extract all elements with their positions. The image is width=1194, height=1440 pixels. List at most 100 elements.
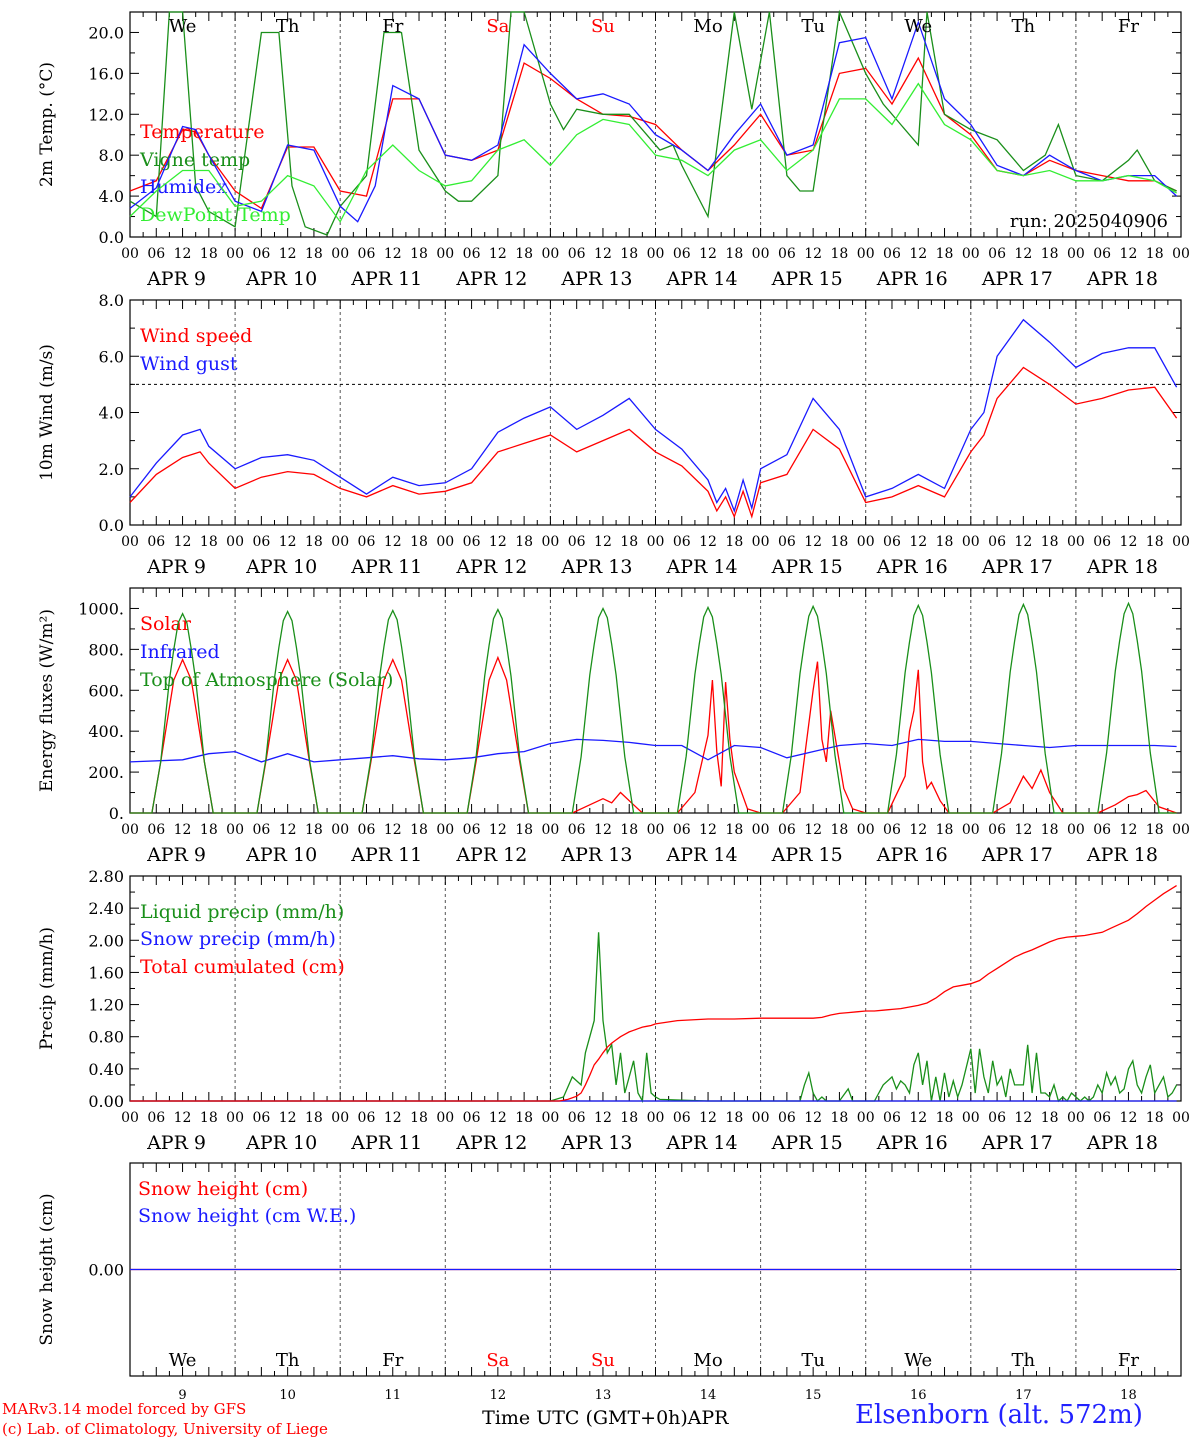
hour-tick-label: 06 — [568, 1110, 586, 1126]
weekday-label: We — [904, 1350, 932, 1371]
hour-tick-label: 06 — [778, 246, 796, 262]
hour-tick-label: 12 — [279, 534, 297, 550]
y-tick-label: 1000. — [78, 599, 124, 618]
hour-tick-label: 12 — [384, 246, 402, 262]
date-label: APR 9 — [146, 268, 206, 290]
day-number-label: 17 — [1015, 1388, 1032, 1403]
y-tick-label: 0.00 — [88, 1092, 124, 1111]
hour-tick-label: 12 — [1120, 246, 1138, 262]
day-number-label: 15 — [805, 1388, 822, 1403]
date-label: APR 10 — [245, 1132, 317, 1154]
hour-tick-label: 06 — [463, 1110, 481, 1126]
weekday-label: Th — [276, 16, 300, 37]
y-axis-title: 10m Wind (m/s) — [37, 344, 57, 481]
hour-tick-label: 18 — [936, 822, 954, 838]
y-axis-title: 2m Temp. (°C) — [37, 62, 57, 187]
y-tick-label: 600. — [88, 681, 124, 700]
y-axis-title: Snow height (cm) — [37, 1193, 57, 1345]
model-credit: MARv3.14 model forced by GFS — [2, 1400, 247, 1418]
hour-tick-label: 12 — [489, 822, 507, 838]
hour-tick-label: 18 — [305, 1110, 323, 1126]
date-label: APR 17 — [981, 268, 1053, 290]
day-number-label: 14 — [700, 1388, 717, 1403]
y-axis-title: Energy fluxes (W/m²) — [37, 609, 57, 792]
hour-tick-label: 06 — [252, 1110, 270, 1126]
date-label: APR 15 — [771, 1132, 843, 1154]
hour-tick-label: 00 — [436, 1110, 454, 1126]
hour-tick-label: 12 — [174, 822, 192, 838]
hour-tick-label: 00 — [226, 822, 244, 838]
hour-tick-label: 18 — [200, 822, 218, 838]
hour-tick-label: 18 — [725, 534, 743, 550]
hour-tick-label: 06 — [358, 1110, 376, 1126]
hour-tick-label: 18 — [305, 534, 323, 550]
date-label: APR 15 — [771, 844, 843, 866]
hour-tick-label: 18 — [1041, 246, 1059, 262]
date-label: APR 9 — [146, 1132, 206, 1154]
date-label: APR 13 — [560, 844, 632, 866]
y-tick-label: 20.0 — [88, 23, 124, 42]
weekday-label: Sa — [486, 1350, 509, 1371]
hour-tick-label: 00 — [857, 534, 875, 550]
hour-tick-label: 12 — [909, 246, 927, 262]
hour-tick-label: 12 — [594, 534, 612, 550]
y-tick-label: 0.80 — [88, 1028, 124, 1047]
hour-tick-label: 18 — [1146, 246, 1164, 262]
hour-tick-label: 00 — [752, 822, 770, 838]
hour-tick-label: 18 — [515, 822, 533, 838]
y-tick-label: 0.40 — [88, 1060, 124, 1079]
weekday-label: We — [169, 16, 197, 37]
hour-tick-label: 06 — [988, 534, 1006, 550]
hour-tick-label: 12 — [909, 1110, 927, 1126]
hour-tick-label: 18 — [200, 1110, 218, 1126]
date-label: APR 11 — [350, 556, 422, 578]
hour-tick-label: 06 — [988, 822, 1006, 838]
hour-tick-label: 00 — [752, 246, 770, 262]
legend-entry: Snow height (cm W.E.) — [138, 1205, 356, 1227]
weekday-label: Fr — [1118, 1350, 1139, 1371]
hour-tick-label: 18 — [831, 246, 849, 262]
hour-tick-label: 18 — [620, 534, 638, 550]
hour-tick-label: 12 — [909, 534, 927, 550]
y-tick-label: 0.0 — [99, 228, 124, 247]
hour-tick-label: 00 — [1067, 1110, 1085, 1126]
hour-tick-label: 00 — [541, 822, 559, 838]
hour-tick-label: 00 — [226, 1110, 244, 1126]
hour-tick-label: 00 — [436, 246, 454, 262]
y-tick-label: 400. — [88, 722, 124, 741]
hour-tick-label: 12 — [699, 534, 717, 550]
hour-tick-label: 12 — [594, 246, 612, 262]
date-label: APR 16 — [876, 844, 948, 866]
date-label: APR 14 — [666, 268, 738, 290]
hour-tick-label: 18 — [410, 246, 428, 262]
date-label: APR 14 — [666, 844, 738, 866]
hour-tick-label: 12 — [174, 246, 192, 262]
hour-tick-label: 00 — [1172, 246, 1190, 262]
day-number-label: 18 — [1120, 1388, 1137, 1403]
hour-tick-label: 18 — [725, 822, 743, 838]
hour-tick-label: 00 — [226, 534, 244, 550]
hour-tick-label: 06 — [252, 534, 270, 550]
hour-tick-label: 06 — [358, 246, 376, 262]
date-label: APR 18 — [1086, 844, 1158, 866]
date-label: APR 11 — [350, 1132, 422, 1154]
hour-tick-label: 06 — [1093, 822, 1111, 838]
series-line-top-of-atmosphere-solar — [130, 601, 1177, 814]
y-tick-label: 2.00 — [88, 931, 124, 950]
legend-entry: Total cumulated (cm) — [140, 956, 345, 978]
hour-tick-label: 18 — [936, 534, 954, 550]
series-line-infrared — [129, 738, 1177, 763]
hour-tick-label: 06 — [1093, 534, 1111, 550]
date-label: APR 12 — [455, 1132, 527, 1154]
hour-tick-label: 18 — [620, 246, 638, 262]
hour-tick-label: 18 — [305, 246, 323, 262]
date-label: APR 17 — [981, 844, 1053, 866]
hour-tick-label: 00 — [331, 1110, 349, 1126]
weekday-label: We — [169, 1350, 197, 1371]
date-label: APR 14 — [666, 556, 738, 578]
y-tick-label: 2.80 — [88, 867, 124, 886]
hour-tick-label: 06 — [673, 822, 691, 838]
day-number-label: 13 — [595, 1388, 612, 1403]
hour-tick-label: 00 — [331, 534, 349, 550]
hour-tick-label: 06 — [358, 534, 376, 550]
